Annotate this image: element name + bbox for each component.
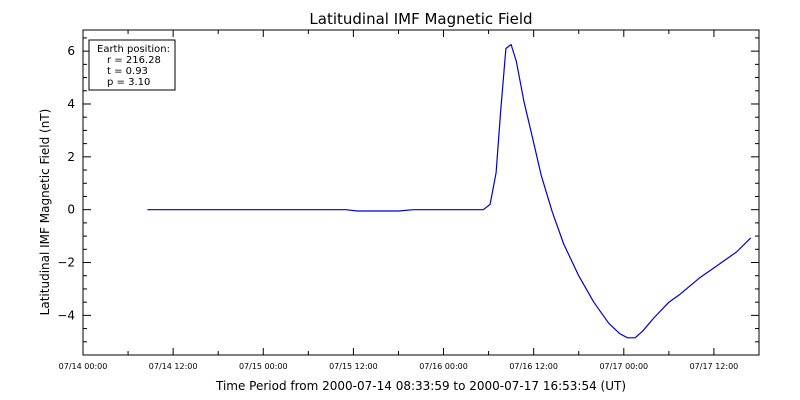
legend-p-value: p = 3.10 bbox=[107, 77, 150, 88]
y-tick-label: 6 bbox=[67, 44, 75, 58]
x-tick-label: 07/16 00:00 bbox=[419, 362, 468, 371]
x-axis-label: Time Period from 2000-07-14 08:33:59 to … bbox=[215, 379, 626, 393]
legend-t-value: t = 0.93 bbox=[107, 66, 148, 77]
y-axis-tick-labels: −4 −2 0 2 4 6 bbox=[57, 44, 75, 322]
axis-ticks bbox=[82, 30, 759, 356]
series-layer bbox=[147, 43, 752, 339]
x-tick-label: 07/14 12:00 bbox=[149, 362, 198, 371]
plot-area bbox=[82, 29, 760, 356]
series-line-0 bbox=[147, 43, 752, 339]
legend-heading: Earth position: bbox=[97, 44, 170, 55]
y-tick-label: −2 bbox=[57, 256, 75, 270]
x-axis-tick-labels: 07/14 00:00 07/14 12:00 07/15 00:00 07/15 1… bbox=[59, 362, 739, 371]
legend-frame bbox=[88, 39, 176, 91]
legend-r-value: r = 216.28 bbox=[107, 55, 161, 66]
y-tick-label: 4 bbox=[67, 97, 75, 111]
y-axis-label: Latitudinal IMF Magnetic Field (nT) bbox=[38, 109, 52, 316]
x-tick-label: 07/17 00:00 bbox=[599, 362, 648, 371]
plot-frame bbox=[82, 29, 760, 356]
x-tick-label: 07/14 00:00 bbox=[59, 362, 108, 371]
y-tick-label: 0 bbox=[67, 203, 75, 217]
y-tick-label: −4 bbox=[57, 308, 75, 322]
x-tick-label: 07/16 12:00 bbox=[509, 362, 558, 371]
y-tick-label: 2 bbox=[67, 150, 75, 164]
x-tick-label: 07/17 12:00 bbox=[690, 362, 739, 371]
chart-title: Latitudinal IMF Magnetic Field bbox=[309, 10, 532, 28]
legend-box: Earth position: r = 216.28 t = 0.93 p = … bbox=[88, 39, 176, 91]
x-tick-label: 07/15 00:00 bbox=[239, 362, 288, 371]
x-tick-label: 07/15 12:00 bbox=[329, 362, 378, 371]
